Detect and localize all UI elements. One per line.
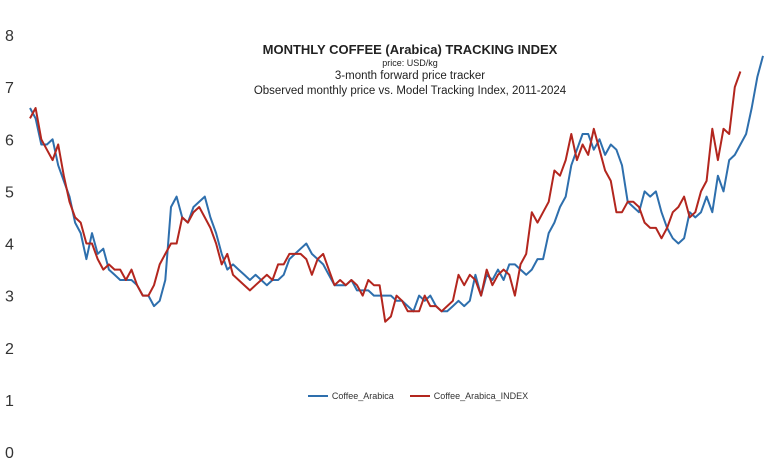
y-tick-label-4: 4: [5, 237, 14, 254]
legend-label-arabica: Coffee_Arabica: [331, 391, 394, 401]
title-block: MONTHLY COFFEE (Arabica) TRACKING INDEX …: [0, 42, 770, 99]
legend-swatch-index: [409, 395, 430, 397]
y-tick-label-7: 7: [5, 80, 14, 97]
y-axis: 0 1 2 3 4 5 6 7 8: [5, 28, 14, 462]
series-line-coffee-arabica-index: [29, 71, 742, 323]
y-tick-label-6: 6: [5, 132, 14, 149]
series-line-coffee-arabica: [29, 55, 764, 313]
y-tick-label-0: 0: [5, 445, 14, 462]
legend-item-index: Coffee_Arabica_INDEX: [409, 391, 529, 401]
legend: Coffee_Arabica Coffee_Arabica_INDEX: [0, 391, 770, 401]
legend-swatch-arabica: [307, 395, 328, 397]
y-tick-label-8: 8: [5, 28, 14, 45]
series-layer: [29, 55, 764, 323]
legend-label-index: Coffee_Arabica_INDEX: [433, 391, 529, 401]
chart-title: MONTHLY COFFEE (Arabica) TRACKING INDEX: [262, 42, 558, 57]
y-tick-label-5: 5: [5, 184, 14, 201]
chart-subtitle-1: 3-month forward price tracker: [334, 70, 486, 82]
legend-item-arabica: Coffee_Arabica: [307, 391, 394, 401]
chart-subtitle-2: Observed monthly price vs. Model Trackin…: [253, 85, 567, 97]
y-tick-label-1: 1: [5, 393, 14, 410]
chart-units: price: USD/kg: [382, 58, 438, 68]
y-tick-label-2: 2: [5, 341, 14, 358]
y-tick-label-3: 3: [5, 289, 14, 306]
